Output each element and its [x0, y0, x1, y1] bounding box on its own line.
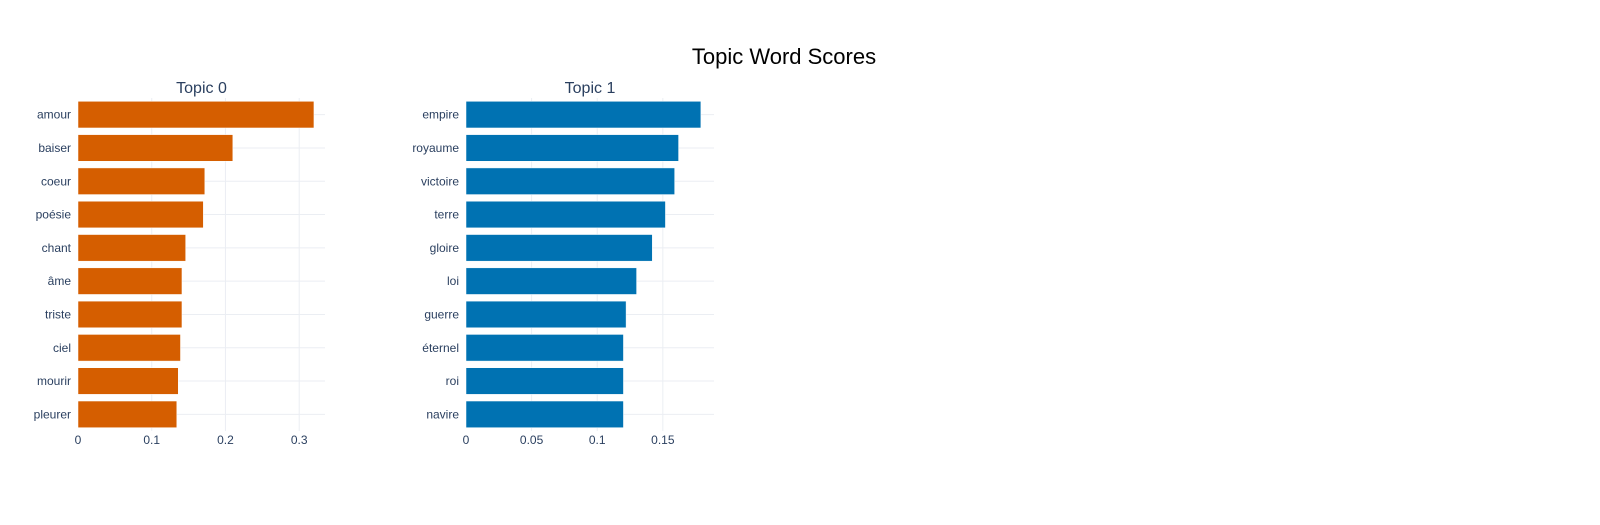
y-tick-label: navire — [426, 407, 459, 421]
subplot-title: Topic 1 — [565, 80, 616, 97]
x-tick-label: 0.05 — [520, 433, 544, 447]
bar — [465, 334, 624, 362]
y-tick-label: baiser — [38, 141, 71, 155]
x-tick-label: 0.15 — [651, 433, 675, 447]
bar — [77, 134, 234, 162]
y-tick-label: coeur — [41, 174, 71, 188]
y-tick-label: triste — [45, 307, 71, 321]
y-tick-label: pleurer — [34, 407, 71, 421]
y-tick-label: mourir — [37, 374, 71, 388]
x-tick-label: 0.1 — [143, 433, 160, 447]
y-tick-label: âme — [48, 274, 72, 288]
y-tick-label: ciel — [53, 341, 71, 355]
bar — [465, 101, 702, 129]
y-tick-label: victoire — [421, 174, 459, 188]
y-tick-label: chant — [42, 241, 72, 255]
bar — [465, 134, 679, 162]
y-tick-label: amour — [37, 108, 71, 122]
bar — [77, 334, 181, 362]
y-tick-label: éternel — [422, 341, 459, 355]
bar — [465, 367, 624, 395]
bar — [77, 400, 178, 428]
y-tick-label: terre — [434, 208, 459, 222]
bar — [77, 101, 315, 129]
chart-title: Topic Word Scores — [692, 44, 876, 69]
x-tick-label: 0.2 — [217, 433, 234, 447]
y-tick-label: empire — [422, 108, 459, 122]
y-tick-label: guerre — [424, 307, 459, 321]
bar — [77, 234, 186, 262]
y-tick-label: gloire — [430, 241, 460, 255]
x-tick-label: 0.1 — [589, 433, 606, 447]
y-tick-label: loi — [447, 274, 459, 288]
bar — [77, 167, 206, 195]
x-tick-label: 0.3 — [291, 433, 308, 447]
bar — [465, 167, 675, 195]
subplot-1: empire royaume victoire terre gloire loi guerr… — [412, 80, 714, 447]
y-tick-label: poésie — [36, 208, 72, 222]
bar — [77, 300, 183, 329]
x-tick-label: 0 — [463, 433, 470, 447]
y-tick-label: royaume — [412, 141, 459, 155]
subplot-title: Topic 0 — [176, 80, 227, 97]
bar — [465, 300, 627, 329]
subplot-0: amour baiser coeur poésie chant âme triste ciel… — [34, 80, 325, 447]
bar — [465, 234, 653, 262]
bar — [465, 200, 666, 229]
bar — [465, 400, 624, 428]
bar — [77, 200, 204, 229]
bar — [77, 267, 183, 295]
x-tick-label: 0 — [75, 433, 82, 447]
bar — [465, 267, 637, 295]
y-tick-label: roi — [446, 374, 459, 388]
bar — [77, 367, 179, 395]
